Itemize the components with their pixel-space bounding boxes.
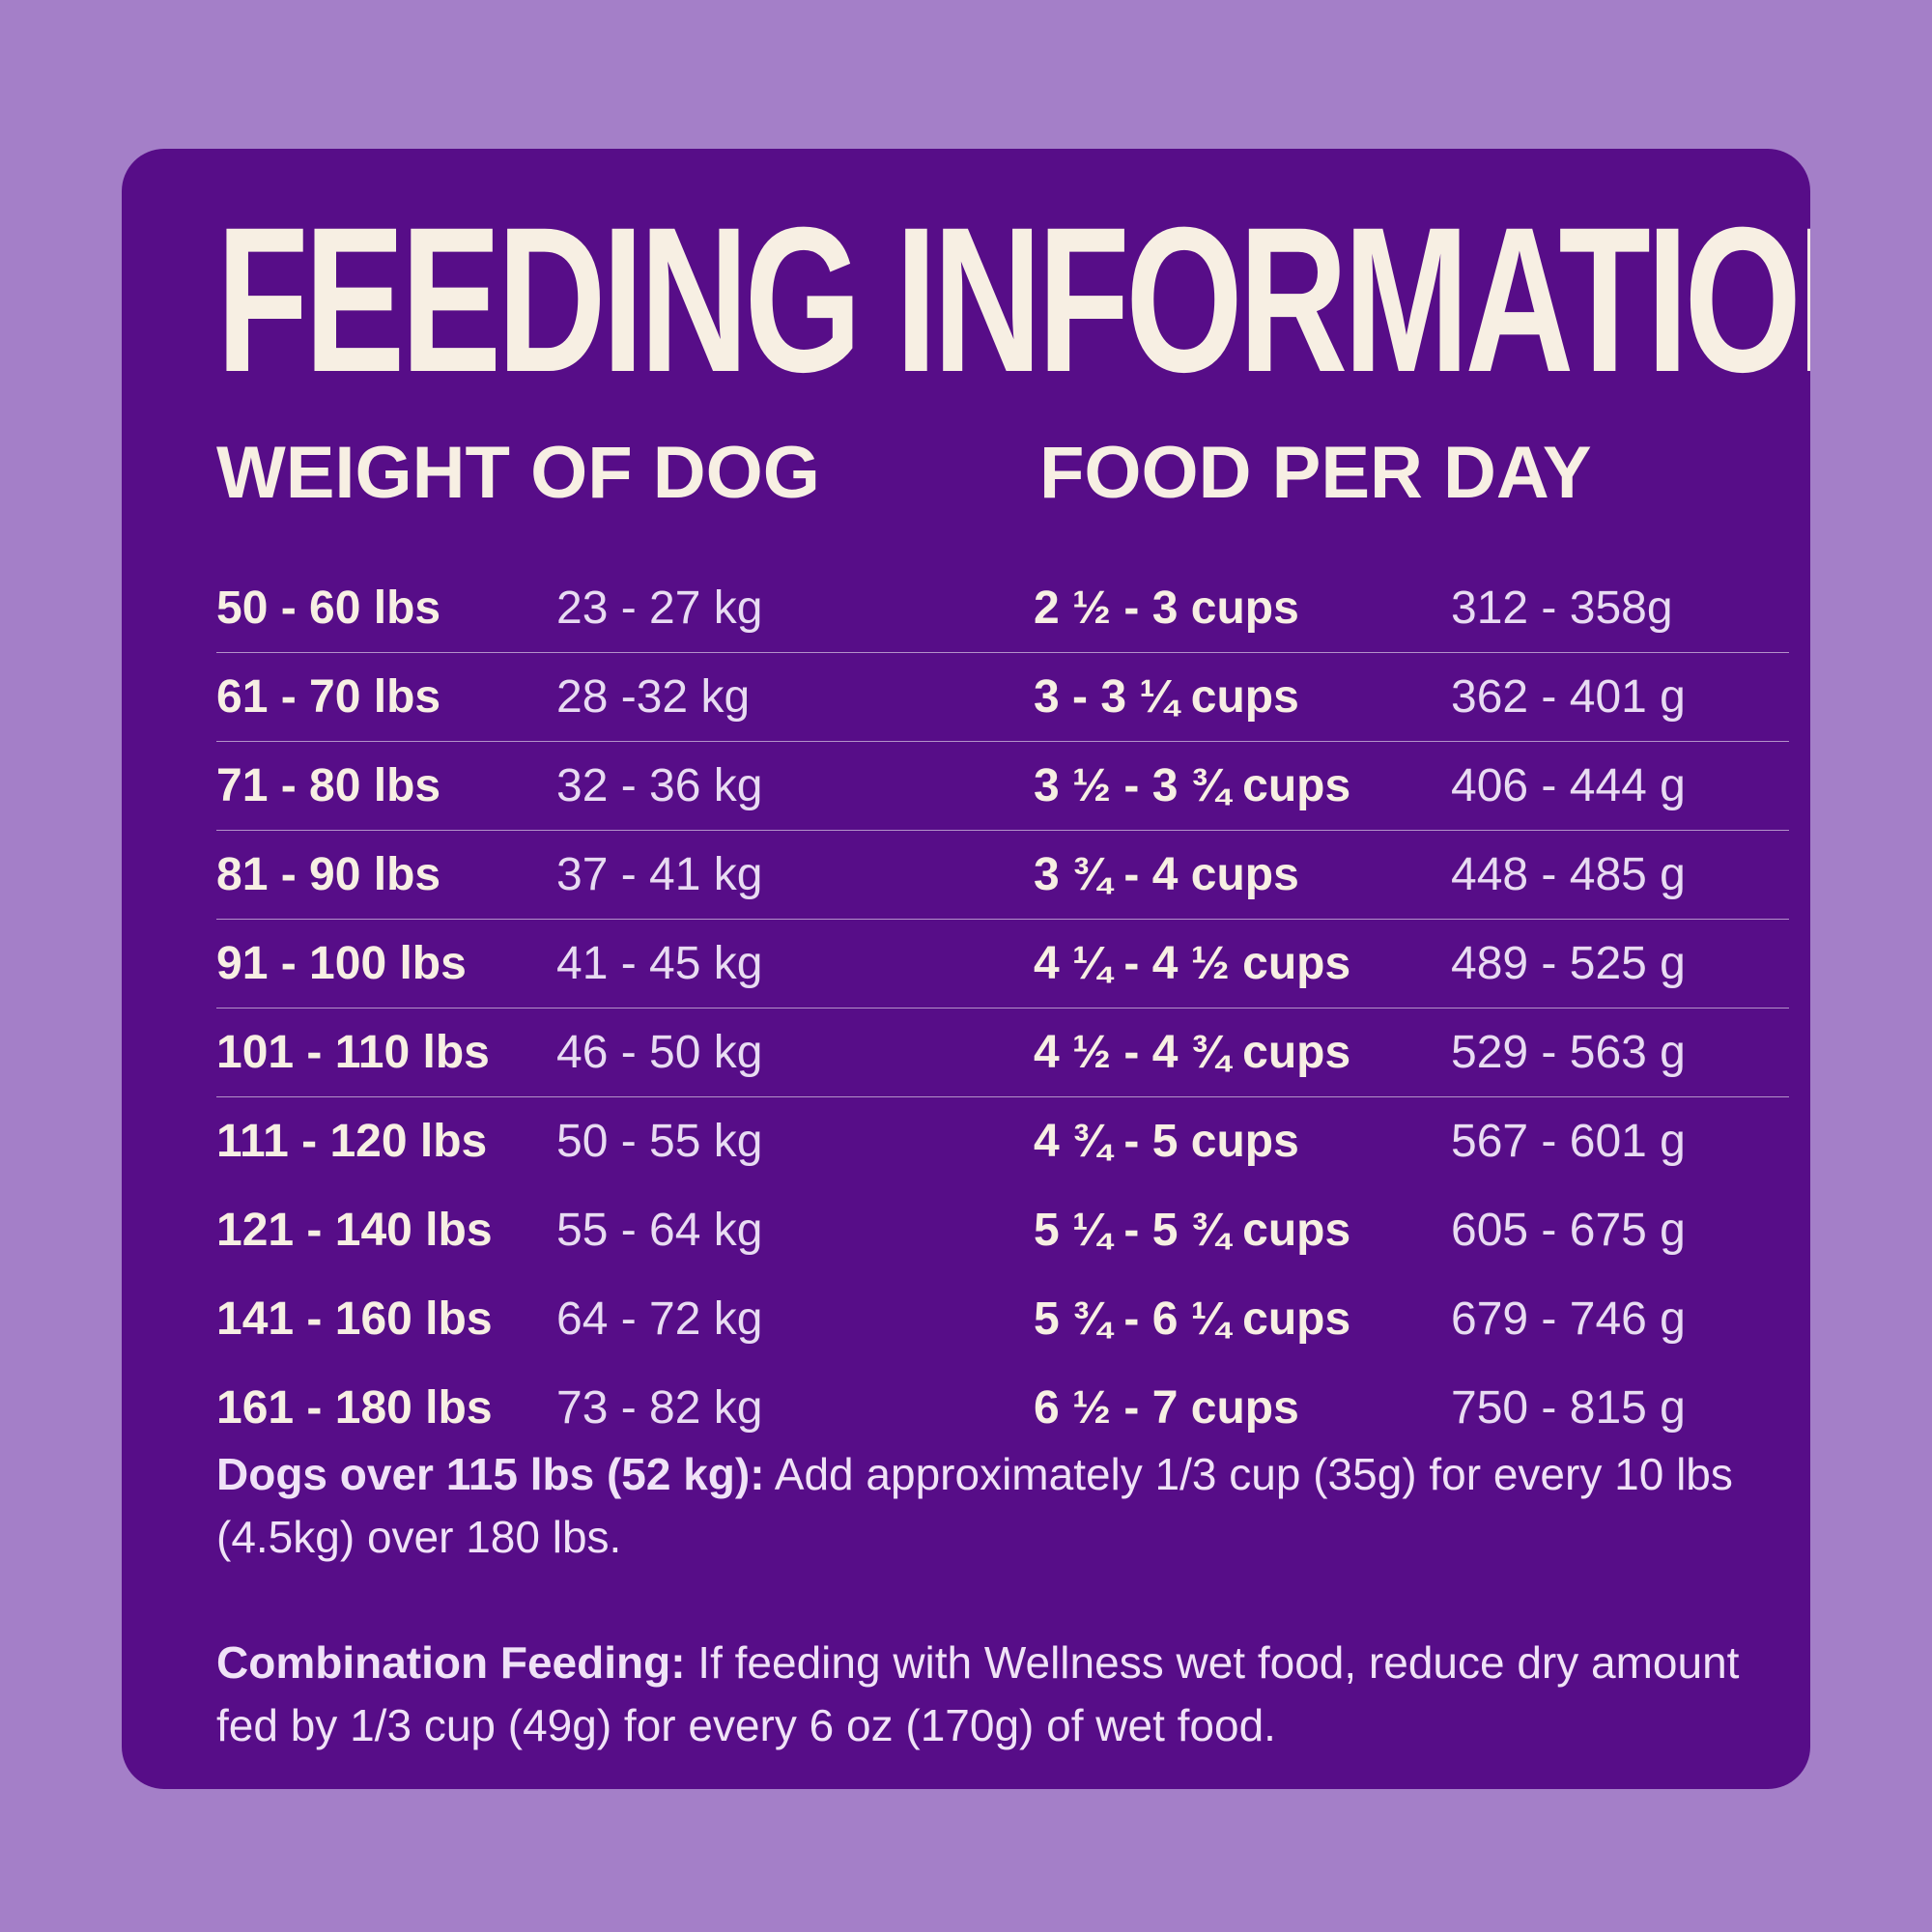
food-cups-cell: 5 ¾ - 6 ¼ cups [1034,1293,1351,1345]
food-grams-cell: 750 - 815 g [1451,1382,1686,1434]
weight-lbs-cell: 50 - 60 lbs [216,582,441,634]
food-cups-cell: 6 ½ - 7 cups [1034,1382,1299,1434]
table-row: 91 - 100 lbs 41 - 45 kg 4 ¼ - 4 ½ cups 4… [216,920,1789,1009]
weight-kg-cell: 64 - 72 kg [556,1293,763,1345]
table-row: 101 - 110 lbs 46 - 50 kg 4 ½ - 4 ¾ cups … [216,1009,1789,1097]
food-cups-cell: 3 ¾ - 4 cups [1034,849,1299,900]
food-cups-cell: 3 ½ - 3 ¾ cups [1034,760,1351,811]
weight-kg-cell: 50 - 55 kg [556,1116,763,1167]
food-grams-cell: 567 - 601 g [1451,1116,1686,1167]
combination-feeding-note: Combination Feeding: If feeding with Wel… [216,1632,1762,1757]
food-cups-cell: 4 ¾ - 5 cups [1034,1116,1299,1167]
table-row: 81 - 90 lbs 37 - 41 kg 3 ¾ - 4 cups 448 … [216,831,1789,920]
feeding-table: 50 - 60 lbs 23 - 27 kg 2 ½ - 3 cups 312 … [216,564,1789,1453]
weight-lbs-cell: 111 - 120 lbs [216,1116,488,1167]
food-grams-cell: 679 - 746 g [1451,1293,1686,1345]
weight-lbs-cell: 81 - 90 lbs [216,849,441,900]
weight-kg-cell: 23 - 27 kg [556,582,763,634]
weight-lbs-cell: 101 - 110 lbs [216,1027,490,1078]
weight-kg-cell: 28 -32 kg [556,671,751,723]
food-cups-cell: 4 ½ - 4 ¾ cups [1034,1027,1351,1078]
weight-kg-cell: 73 - 82 kg [556,1382,763,1434]
food-grams-cell: 489 - 525 g [1451,938,1686,989]
table-row: 111 - 120 lbs 50 - 55 kg 4 ¾ - 5 cups 56… [216,1097,1789,1186]
large-dog-note-label: Dogs over 115 lbs (52 kg): [216,1449,765,1499]
weight-lbs-cell: 91 - 100 lbs [216,938,467,989]
weight-column-header: WEIGHT OF DOG [216,432,820,514]
weight-kg-cell: 41 - 45 kg [556,938,763,989]
combination-feeding-note-label: Combination Feeding: [216,1637,686,1688]
feeding-info-panel: FEEDING INFORMATION WEIGHT OF DOG FOOD P… [122,149,1810,1789]
page-title: FEEDING INFORMATION [216,185,1810,415]
large-dog-note-text: Add approximately 1/3 cup (35g) for ever… [216,1449,1733,1562]
weight-lbs-cell: 61 - 70 lbs [216,671,441,723]
weight-kg-cell: 55 - 64 kg [556,1205,763,1256]
food-cups-cell: 5 ¼ - 5 ¾ cups [1034,1205,1351,1256]
food-column-header: FOOD PER DAY [1039,432,1592,514]
food-grams-cell: 312 - 358g [1451,582,1673,634]
weight-kg-cell: 37 - 41 kg [556,849,763,900]
table-row: 161 - 180 lbs 73 - 82 kg 6 ½ - 7 cups 75… [216,1364,1789,1453]
table-row: 121 - 140 lbs 55 - 64 kg 5 ¼ - 5 ¾ cups … [216,1186,1789,1275]
table-row: 61 - 70 lbs 28 -32 kg 3 - 3 ¼ cups 362 -… [216,653,1789,742]
food-grams-cell: 529 - 563 g [1451,1027,1686,1078]
food-grams-cell: 605 - 675 g [1451,1205,1686,1256]
weight-lbs-cell: 71 - 80 lbs [216,760,441,811]
table-row: 50 - 60 lbs 23 - 27 kg 2 ½ - 3 cups 312 … [216,564,1789,653]
weight-lbs-cell: 161 - 180 lbs [216,1382,493,1434]
large-dog-note: Dogs over 115 lbs (52 kg): Add approxima… [216,1443,1762,1569]
table-row: 71 - 80 lbs 32 - 36 kg 3 ½ - 3 ¾ cups 40… [216,742,1789,831]
weight-lbs-cell: 141 - 160 lbs [216,1293,493,1345]
weight-kg-cell: 32 - 36 kg [556,760,763,811]
table-row: 141 - 160 lbs 64 - 72 kg 5 ¾ - 6 ¼ cups … [216,1275,1789,1364]
food-grams-cell: 362 - 401 g [1451,671,1686,723]
food-cups-cell: 3 - 3 ¼ cups [1034,671,1299,723]
food-grams-cell: 406 - 444 g [1451,760,1686,811]
weight-kg-cell: 46 - 50 kg [556,1027,763,1078]
weight-lbs-cell: 121 - 140 lbs [216,1205,493,1256]
food-cups-cell: 2 ½ - 3 cups [1034,582,1299,634]
food-grams-cell: 448 - 485 g [1451,849,1686,900]
combination-feeding-note-text: If feeding with Wellness wet food, reduc… [216,1637,1740,1750]
food-cups-cell: 4 ¼ - 4 ½ cups [1034,938,1351,989]
